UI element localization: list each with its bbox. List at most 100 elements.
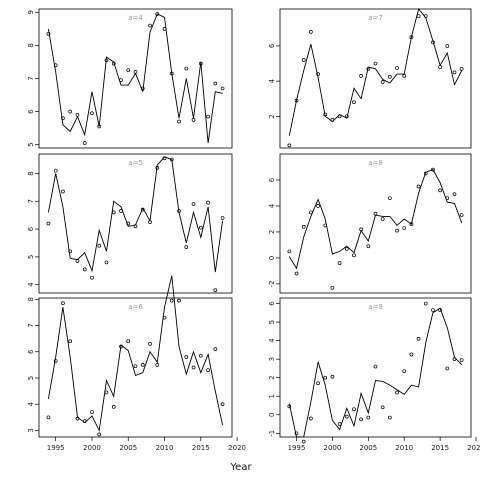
observed-point [104, 260, 109, 265]
panel-frame [279, 297, 472, 438]
observed-point [140, 363, 145, 367]
observed-point [330, 285, 335, 290]
observed-point [53, 359, 58, 363]
observed-point [82, 141, 87, 145]
observed-point [140, 86, 145, 91]
observed-point [53, 168, 58, 173]
observed-point [409, 222, 414, 226]
observed-point [395, 66, 399, 70]
observed-point [316, 381, 320, 386]
observed-point [148, 23, 152, 28]
observed-point [380, 405, 385, 410]
fitted-line [47, 275, 224, 432]
y-tick-label: 3 [268, 357, 276, 361]
observed-point [323, 223, 328, 228]
observed-point [133, 364, 138, 369]
fitted-line [47, 156, 224, 273]
observed-point [75, 113, 80, 117]
observed-point [126, 339, 131, 344]
panel-a=4: a=4 5 6 7 8 9 [27, 8, 233, 149]
observed-point [61, 116, 65, 121]
observed-point [169, 71, 174, 76]
observed-point [104, 390, 109, 395]
x-tick-label: 2010 [156, 444, 174, 452]
observed-point [373, 211, 378, 216]
y-tick-label: 6 [268, 43, 276, 48]
observed-point [82, 419, 87, 424]
observed-point [352, 100, 356, 105]
observed-point [155, 166, 160, 170]
y-tick-label: 1 [268, 394, 276, 398]
x-tick-label: 2020 [228, 444, 246, 452]
observed-point [309, 30, 313, 34]
panel-a=6: a=6 3 4 5 6 7 8 1995 2000 2005 2010 2015 2020 [27, 275, 246, 452]
observed-point [184, 355, 189, 359]
observed-point [46, 31, 51, 36]
observed-point [169, 298, 174, 303]
observed-point [344, 114, 349, 119]
y-tick-label: 6 [268, 177, 276, 182]
y-tick-label: 0 [268, 256, 276, 260]
x-tick-label: 2015 [431, 444, 449, 452]
y-tick-label: -2 [268, 280, 276, 287]
y-tick-label: 6 [268, 301, 276, 306]
panel-a=7: a=7 2 4 6 [268, 8, 472, 149]
observed-point [459, 66, 464, 71]
observed-point [323, 375, 328, 380]
observed-point [438, 308, 442, 312]
panel-a=8: a=8 -2 0 2 4 6 [268, 153, 472, 294]
panel-label: a=4 [128, 14, 143, 22]
y-tick-label: 6 [27, 226, 35, 231]
observed-point [445, 196, 450, 201]
observed-point [169, 157, 174, 162]
observed-point [316, 204, 320, 208]
observed-point [177, 298, 181, 303]
observed-point [155, 363, 160, 367]
panel-label: a=8 [368, 159, 383, 167]
y-tick-label: 7 [27, 199, 35, 203]
observed-point [177, 119, 181, 124]
observed-point [409, 352, 414, 357]
y-tick-label: 2 [268, 375, 276, 379]
observed-point [177, 209, 181, 213]
observed-point [133, 70, 138, 74]
panel-a=9: a=9 -1 0 1 2 3 4 5 6 1995 2000 2005 2010 2015 2020 [268, 297, 480, 452]
observed-point [438, 188, 442, 193]
observed-point [213, 81, 218, 86]
observed-point [140, 207, 145, 212]
y-tick-label: 4 [268, 338, 276, 343]
observed-point [111, 404, 116, 409]
observed-point [452, 70, 457, 75]
observed-point [133, 224, 138, 229]
observed-point [198, 225, 203, 230]
observed-point [459, 358, 464, 362]
observed-point [366, 66, 371, 71]
observed-point [416, 14, 421, 18]
observed-point [220, 216, 225, 220]
observed-point [395, 390, 399, 395]
observed-point [75, 259, 80, 263]
y-tick-label: 0 [268, 413, 276, 417]
observed-point [373, 61, 378, 66]
observed-point [366, 415, 371, 420]
y-tick-label: 2 [268, 230, 276, 234]
observed-point [90, 410, 94, 414]
y-tick-label: 7 [27, 76, 35, 80]
observed-point [191, 118, 196, 122]
observed-point [184, 245, 189, 249]
observed-point [220, 402, 225, 407]
observed-point [359, 74, 363, 78]
observed-point [366, 244, 371, 249]
observed-point [97, 124, 102, 129]
observed-point [423, 14, 428, 18]
x-tick-label: 2020 [467, 444, 480, 452]
x-tick-label: 2005 [119, 444, 137, 452]
observed-point [431, 40, 435, 45]
panel-label: a=7 [368, 14, 383, 22]
observed-point [68, 249, 73, 254]
observed-point [352, 253, 356, 258]
observed-point [423, 301, 428, 306]
observed-point [452, 192, 457, 197]
observed-point [309, 416, 313, 421]
y-tick-label: 5 [27, 142, 35, 146]
